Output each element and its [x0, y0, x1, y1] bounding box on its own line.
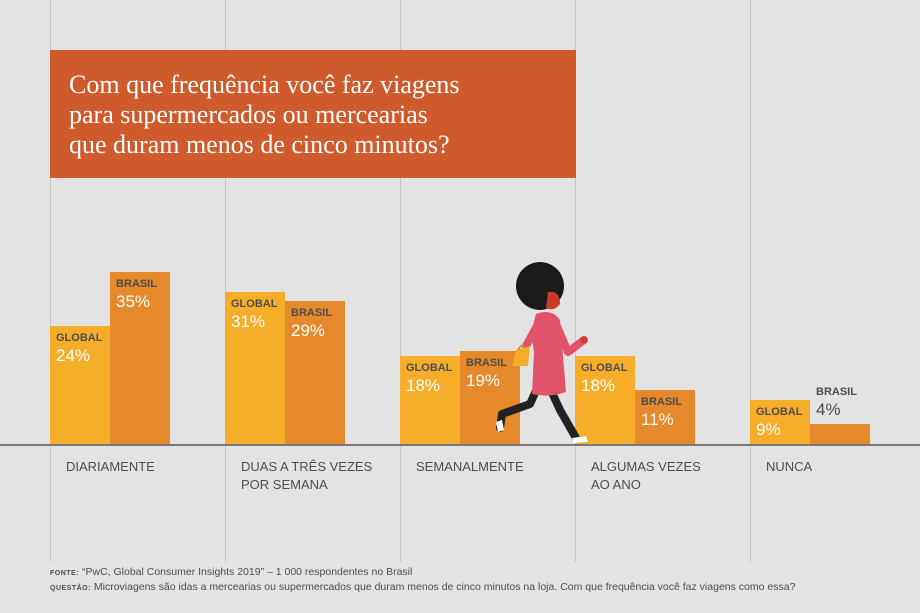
category-label-line: ALGUMAS VEZES	[591, 459, 701, 474]
bar-series-label: GLOBAL	[756, 406, 803, 418]
bar-value-label: 29%	[291, 321, 326, 340]
chart-title: Com que frequência você faz viagens para…	[50, 50, 576, 178]
bar-series-label: BRASIL	[641, 396, 682, 408]
bar-series-label: GLOBAL	[56, 332, 103, 344]
bar-brasil	[110, 272, 170, 444]
bar-value-label: 18%	[581, 376, 616, 395]
bar-global	[750, 400, 810, 444]
category-label-line: AO ANO	[591, 477, 641, 492]
category-label: DIARIAMENTE	[66, 458, 155, 476]
person-walking-with-bag-icon	[496, 262, 588, 443]
bar-global	[575, 356, 635, 444]
bar-value-label: 9%	[756, 420, 781, 439]
bar-series-label: BRASIL	[291, 307, 332, 319]
source-note: FONTE: “PwC, Global Consumer Insights 20…	[50, 566, 412, 578]
category-label: NUNCA	[766, 458, 812, 476]
bar-global	[225, 292, 285, 444]
category-label-line: SEMANALMENTE	[416, 459, 524, 474]
column-divider	[750, 0, 751, 562]
bar-value-label: 19%	[466, 371, 501, 390]
bar-series-label: BRASIL	[466, 357, 507, 369]
bar-value-label: 31%	[231, 312, 266, 331]
column-divider	[400, 0, 401, 562]
bar-global	[50, 326, 110, 444]
bar-brasil	[810, 424, 870, 444]
category-label-line: DUAS A TRÊS VEZES	[241, 459, 373, 474]
category-label: DUAS A TRÊS VEZES POR SEMANA	[241, 458, 372, 494]
bar-global	[400, 356, 460, 444]
bar-series-label: BRASIL	[816, 386, 857, 398]
category-label-line: DIARIAMENTE	[66, 459, 155, 474]
bar-brasil	[460, 351, 520, 444]
bar-value-label: 4%	[816, 400, 841, 419]
chart-title-line: que duram menos de cinco minutos?	[69, 130, 450, 159]
chart-title-line: para supermercados ou mercearias	[69, 100, 428, 129]
bar-brasil	[285, 301, 345, 444]
bar-value-label: 18%	[406, 376, 441, 395]
bar-series-label: BRASIL	[116, 278, 157, 290]
bar-series-label: GLOBAL	[231, 298, 278, 310]
chart-title-line: Com que frequência você faz viagens	[69, 70, 460, 99]
question-key: QUESTÃO:	[50, 585, 91, 592]
category-label-line: POR SEMANA	[241, 477, 328, 492]
bar-series-label: GLOBAL	[581, 362, 628, 374]
x-axis-baseline	[0, 444, 920, 446]
category-label: SEMANALMENTE	[416, 458, 524, 476]
bar-value-label: 24%	[56, 346, 91, 365]
question-text: Microviagens são idas a mercearias ou su…	[93, 581, 796, 593]
column-divider	[575, 0, 576, 562]
bar-series-label: GLOBAL	[406, 362, 453, 374]
column-divider	[50, 0, 51, 562]
source-key: FONTE:	[50, 570, 80, 577]
category-label: ALGUMAS VEZES AO ANO	[591, 458, 701, 494]
bar-value-label: 11%	[641, 410, 674, 429]
source-text: “PwC, Global Consumer Insights 2019” – 1…	[81, 566, 413, 578]
question-note: QUESTÃO: Microviagens são idas a mercear…	[50, 581, 795, 593]
bar-value-label: 35%	[116, 292, 151, 311]
category-label-line: NUNCA	[766, 459, 813, 474]
bar-brasil	[635, 390, 695, 444]
column-divider	[225, 0, 226, 562]
